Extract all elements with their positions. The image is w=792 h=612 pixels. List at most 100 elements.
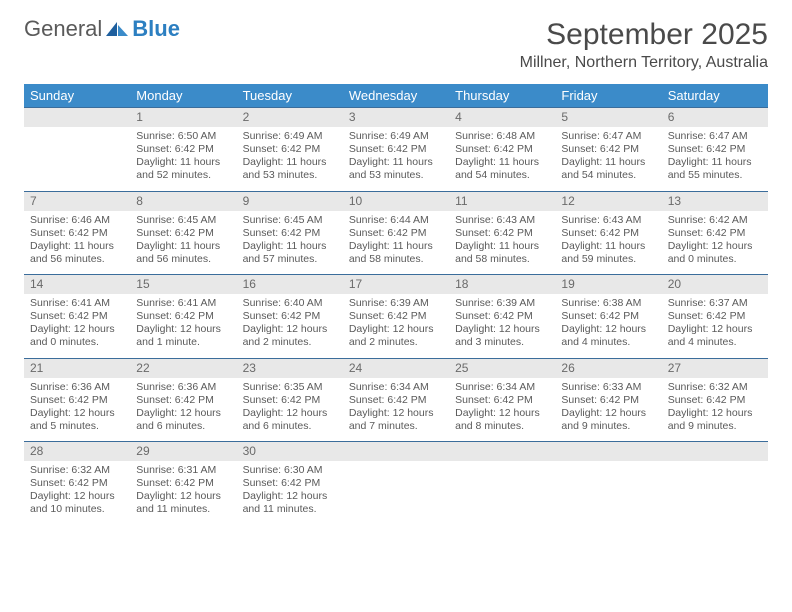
- weekday-header: Wednesday: [343, 84, 449, 107]
- calendar: SundayMondayTuesdayWednesdayThursdayFrid…: [24, 84, 768, 525]
- sunset-line: Sunset: 6:42 PM: [243, 143, 337, 156]
- sunrise-line: Sunrise: 6:49 AM: [243, 130, 337, 143]
- daylight-line: and 58 minutes.: [455, 253, 549, 266]
- sunset-line: Sunset: 6:42 PM: [30, 310, 124, 323]
- sunrise-line: Sunrise: 6:36 AM: [136, 381, 230, 394]
- day-number: 6: [662, 107, 768, 127]
- daylight-line: and 0 minutes.: [668, 253, 762, 266]
- day-number: .: [662, 441, 768, 461]
- daylight-line: Daylight: 12 hours: [30, 490, 124, 503]
- day-number: 5: [555, 107, 661, 127]
- sunset-line: Sunset: 6:42 PM: [455, 227, 549, 240]
- day-body: Sunrise: 6:45 AMSunset: 6:42 PMDaylight:…: [130, 211, 236, 275]
- daylight-line: Daylight: 11 hours: [136, 240, 230, 253]
- day-body: Sunrise: 6:45 AMSunset: 6:42 PMDaylight:…: [237, 211, 343, 275]
- month-title: September 2025: [520, 18, 768, 52]
- daylight-line: Daylight: 12 hours: [30, 407, 124, 420]
- sunset-line: Sunset: 6:42 PM: [349, 143, 443, 156]
- daylight-line: and 53 minutes.: [349, 169, 443, 182]
- sunrise-line: Sunrise: 6:44 AM: [349, 214, 443, 227]
- day-cell: 21Sunrise: 6:36 AMSunset: 6:42 PMDayligh…: [24, 358, 130, 442]
- day-number: .: [555, 441, 661, 461]
- sunrise-line: Sunrise: 6:49 AM: [349, 130, 443, 143]
- day-body: Sunrise: 6:43 AMSunset: 6:42 PMDaylight:…: [449, 211, 555, 275]
- daylight-line: Daylight: 12 hours: [136, 323, 230, 336]
- daylight-line: and 4 minutes.: [668, 336, 762, 349]
- sunset-line: Sunset: 6:42 PM: [349, 310, 443, 323]
- day-body: Sunrise: 6:34 AMSunset: 6:42 PMDaylight:…: [449, 378, 555, 442]
- day-number: 27: [662, 358, 768, 378]
- daylight-line: Daylight: 12 hours: [136, 407, 230, 420]
- daylight-line: Daylight: 12 hours: [243, 323, 337, 336]
- daylight-line: and 5 minutes.: [30, 420, 124, 433]
- sunset-line: Sunset: 6:42 PM: [668, 394, 762, 407]
- daylight-line: and 9 minutes.: [561, 420, 655, 433]
- day-cell: 11Sunrise: 6:43 AMSunset: 6:42 PMDayligh…: [449, 191, 555, 275]
- day-cell: 26Sunrise: 6:33 AMSunset: 6:42 PMDayligh…: [555, 358, 661, 442]
- day-body: Sunrise: 6:35 AMSunset: 6:42 PMDaylight:…: [237, 378, 343, 442]
- day-body: Sunrise: 6:39 AMSunset: 6:42 PMDaylight:…: [343, 294, 449, 358]
- daylight-line: Daylight: 11 hours: [561, 240, 655, 253]
- weekday-header: Monday: [130, 84, 236, 107]
- sunrise-line: Sunrise: 6:43 AM: [561, 214, 655, 227]
- sunrise-line: Sunrise: 6:46 AM: [30, 214, 124, 227]
- day-body: Sunrise: 6:47 AMSunset: 6:42 PMDaylight:…: [662, 127, 768, 191]
- day-number: 2: [237, 107, 343, 127]
- day-number: 17: [343, 274, 449, 294]
- day-body: Sunrise: 6:46 AMSunset: 6:42 PMDaylight:…: [24, 211, 130, 275]
- daylight-line: and 7 minutes.: [349, 420, 443, 433]
- day-body: [24, 127, 130, 185]
- sunset-line: Sunset: 6:42 PM: [561, 310, 655, 323]
- day-cell: 6Sunrise: 6:47 AMSunset: 6:42 PMDaylight…: [662, 107, 768, 191]
- day-number: 13: [662, 191, 768, 211]
- sunrise-line: Sunrise: 6:34 AM: [455, 381, 549, 394]
- day-number: 10: [343, 191, 449, 211]
- daylight-line: and 0 minutes.: [30, 336, 124, 349]
- day-number: 11: [449, 191, 555, 211]
- day-number: 30: [237, 441, 343, 461]
- location: Millner, Northern Territory, Australia: [520, 54, 768, 72]
- daylight-line: Daylight: 12 hours: [668, 323, 762, 336]
- day-cell: 19Sunrise: 6:38 AMSunset: 6:42 PMDayligh…: [555, 274, 661, 358]
- day-body: [662, 461, 768, 519]
- day-body: Sunrise: 6:44 AMSunset: 6:42 PMDaylight:…: [343, 211, 449, 275]
- week-row: .1Sunrise: 6:50 AMSunset: 6:42 PMDayligh…: [24, 107, 768, 191]
- day-number: 21: [24, 358, 130, 378]
- weekday-header-row: SundayMondayTuesdayWednesdayThursdayFrid…: [24, 84, 768, 107]
- sunset-line: Sunset: 6:42 PM: [349, 227, 443, 240]
- day-cell: 16Sunrise: 6:40 AMSunset: 6:42 PMDayligh…: [237, 274, 343, 358]
- sunset-line: Sunset: 6:42 PM: [668, 227, 762, 240]
- week-row: 28Sunrise: 6:32 AMSunset: 6:42 PMDayligh…: [24, 441, 768, 525]
- sunset-line: Sunset: 6:42 PM: [455, 310, 549, 323]
- daylight-line: and 55 minutes.: [668, 169, 762, 182]
- day-cell: .: [343, 441, 449, 525]
- day-cell: 5Sunrise: 6:47 AMSunset: 6:42 PMDaylight…: [555, 107, 661, 191]
- day-cell: 24Sunrise: 6:34 AMSunset: 6:42 PMDayligh…: [343, 358, 449, 442]
- sunrise-line: Sunrise: 6:45 AM: [243, 214, 337, 227]
- sunrise-line: Sunrise: 6:50 AM: [136, 130, 230, 143]
- weekday-header: Friday: [555, 84, 661, 107]
- sunrise-line: Sunrise: 6:38 AM: [561, 297, 655, 310]
- sunrise-line: Sunrise: 6:37 AM: [668, 297, 762, 310]
- logo-sail-icon: [104, 20, 130, 38]
- daylight-line: and 10 minutes.: [30, 503, 124, 516]
- day-cell: .: [449, 441, 555, 525]
- sunset-line: Sunset: 6:42 PM: [136, 143, 230, 156]
- day-cell: 3Sunrise: 6:49 AMSunset: 6:42 PMDaylight…: [343, 107, 449, 191]
- sunrise-line: Sunrise: 6:30 AM: [243, 464, 337, 477]
- daylight-line: and 11 minutes.: [243, 503, 337, 516]
- day-body: [449, 461, 555, 519]
- daylight-line: and 53 minutes.: [243, 169, 337, 182]
- daylight-line: Daylight: 12 hours: [668, 240, 762, 253]
- day-body: Sunrise: 6:39 AMSunset: 6:42 PMDaylight:…: [449, 294, 555, 358]
- day-cell: 9Sunrise: 6:45 AMSunset: 6:42 PMDaylight…: [237, 191, 343, 275]
- sunrise-line: Sunrise: 6:31 AM: [136, 464, 230, 477]
- day-number: 19: [555, 274, 661, 294]
- day-cell: 15Sunrise: 6:41 AMSunset: 6:42 PMDayligh…: [130, 274, 236, 358]
- daylight-line: and 2 minutes.: [349, 336, 443, 349]
- day-cell: 28Sunrise: 6:32 AMSunset: 6:42 PMDayligh…: [24, 441, 130, 525]
- sunrise-line: Sunrise: 6:32 AM: [668, 381, 762, 394]
- sunrise-line: Sunrise: 6:48 AM: [455, 130, 549, 143]
- day-cell: 27Sunrise: 6:32 AMSunset: 6:42 PMDayligh…: [662, 358, 768, 442]
- sunset-line: Sunset: 6:42 PM: [668, 310, 762, 323]
